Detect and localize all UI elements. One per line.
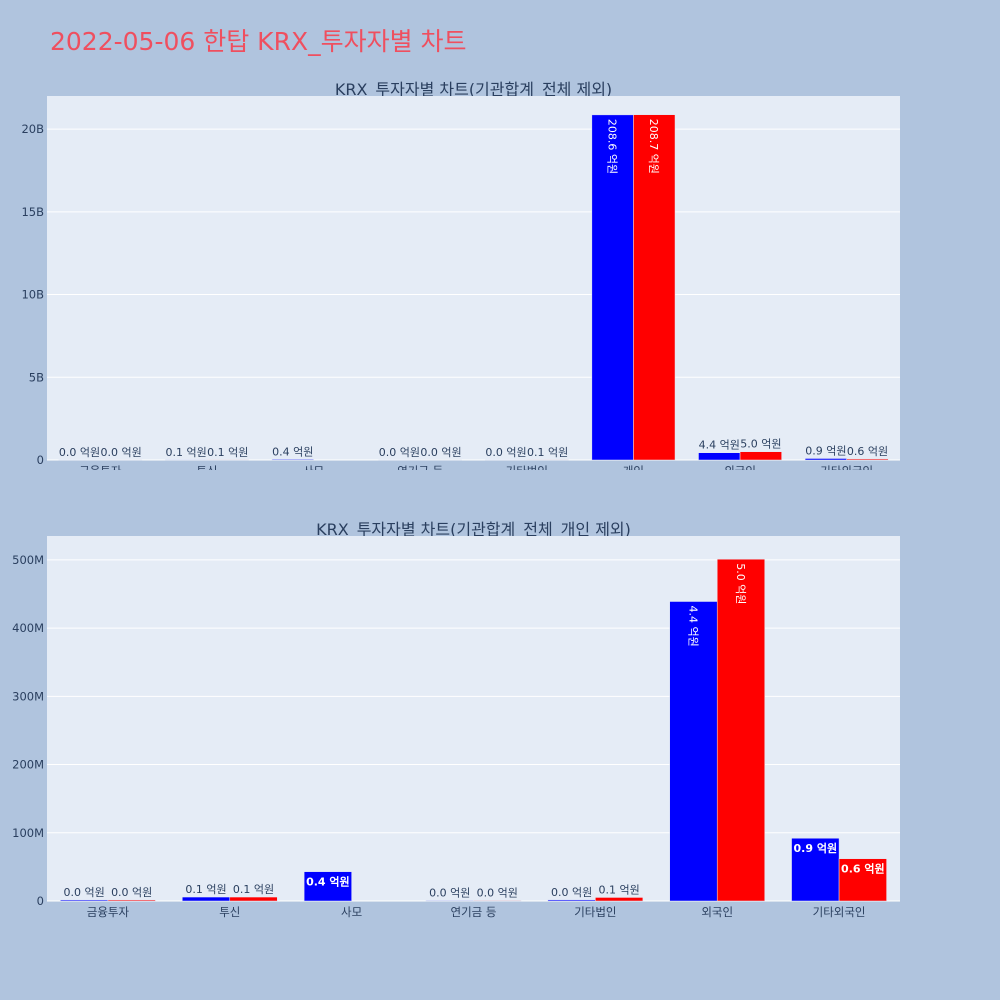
data-label: 0.0 억원	[100, 446, 141, 459]
bar	[425, 900, 474, 902]
x-tick-label: 연기금 등	[451, 905, 497, 919]
data-label: 0.0 억원	[485, 446, 526, 459]
data-label: 5.0 억원	[734, 563, 747, 604]
x-tick-label: 투신	[219, 905, 240, 919]
bar	[473, 900, 522, 902]
bar	[595, 897, 644, 902]
x-tick-label: 기타법인	[506, 464, 548, 470]
x-tick-label: 기타외국인	[813, 905, 866, 919]
data-label: 0.0 억원	[379, 446, 420, 459]
bar	[633, 114, 676, 461]
data-label: 5.0 억원	[740, 438, 781, 451]
bar	[107, 899, 156, 902]
bar	[804, 458, 847, 461]
data-label: 0.9 억원	[794, 841, 838, 855]
x-tick-label: 개인	[623, 464, 644, 470]
plot-area	[47, 536, 900, 901]
investor-chart-all: KRX_투자자별 차트(기관합계_전체 제외) 0 5B 10B 15B 20B 금융투자 투…	[21, 80, 900, 470]
bar	[60, 899, 109, 902]
data-label: 0.0 억원	[420, 446, 461, 459]
bar	[303, 871, 352, 902]
data-label: 0.1 억원	[599, 883, 640, 896]
data-label: 0.4 억원	[306, 875, 350, 889]
data-label: 0.0 억원	[111, 886, 152, 899]
data-label: 0.0 억원	[429, 886, 470, 899]
x-tick-label: 사모	[341, 905, 362, 919]
bar	[838, 858, 887, 902]
data-label: 0.6 억원	[847, 445, 888, 458]
y-tick-label: 200M	[12, 758, 44, 772]
bar	[182, 896, 231, 902]
bar	[698, 452, 741, 461]
y-tick-label: 0	[37, 894, 44, 908]
y-tick-label: 0	[37, 453, 44, 467]
page-title: 2022-05-06 한탑 KRX_투자자별 차트	[50, 27, 467, 56]
data-label: 208.7 억원	[647, 119, 660, 174]
data-label: 4.4 억원	[699, 439, 740, 452]
y-tick-label: 300M	[12, 689, 44, 703]
y-tick-label: 5B	[29, 370, 44, 384]
data-label: 0.1 억원	[207, 446, 248, 459]
bar	[547, 899, 596, 902]
chart-title: KRX_투자자별 차트(기관합계_전체 제외)	[335, 80, 612, 100]
data-label: 4.4 억원	[686, 605, 699, 646]
bar	[791, 837, 840, 902]
data-label: 208.6 억원	[606, 119, 619, 174]
investor-chart-excl-individual: KRX_투자자별 차트(기관합계_전체_개인 제외) 0 100M 200M 300M 4…	[12, 520, 900, 919]
data-label: 0.9 억원	[805, 444, 846, 457]
x-tick-label: 사모	[303, 464, 324, 470]
data-label: 0.0 억원	[64, 886, 105, 899]
y-tick-label: 10B	[21, 288, 44, 302]
bar	[716, 558, 765, 902]
chart-title: KRX_투자자별 차트(기관합계_전체_개인 제외)	[316, 520, 631, 540]
x-tick-label: 기타외국인	[820, 464, 873, 470]
x-tick-label: 금융투자	[87, 905, 130, 919]
data-label: 0.1 억원	[233, 883, 274, 896]
data-label: 0.4 억원	[272, 445, 313, 458]
data-label: 0.1 억원	[527, 446, 568, 459]
bar	[229, 896, 278, 902]
bar	[669, 601, 718, 902]
x-tick-label: 기타법인	[574, 905, 616, 919]
y-tick-label: 500M	[12, 553, 44, 567]
data-label: 0.6 억원	[841, 862, 885, 876]
data-label: 0.1 억원	[185, 883, 226, 896]
x-tick-label: 투신	[196, 464, 217, 470]
bar	[271, 459, 314, 461]
y-tick-label: 20B	[21, 122, 44, 136]
x-tick-label: 외국인	[701, 905, 733, 919]
x-tick-label: 금융투자	[79, 464, 122, 470]
data-label: 0.0 억원	[477, 886, 518, 899]
bar	[846, 458, 889, 461]
x-tick-label: 외국인	[724, 464, 756, 470]
plot-area	[47, 96, 900, 460]
data-label: 0.0 억원	[59, 446, 100, 459]
bar	[739, 451, 782, 461]
data-label: 0.1 억원	[166, 446, 207, 459]
y-tick-label: 100M	[12, 826, 44, 840]
x-tick-label: 연기금 등	[397, 464, 443, 470]
y-tick-label: 15B	[21, 205, 44, 219]
data-label: 0.0 억원	[551, 886, 592, 899]
y-tick-label: 400M	[12, 621, 44, 635]
